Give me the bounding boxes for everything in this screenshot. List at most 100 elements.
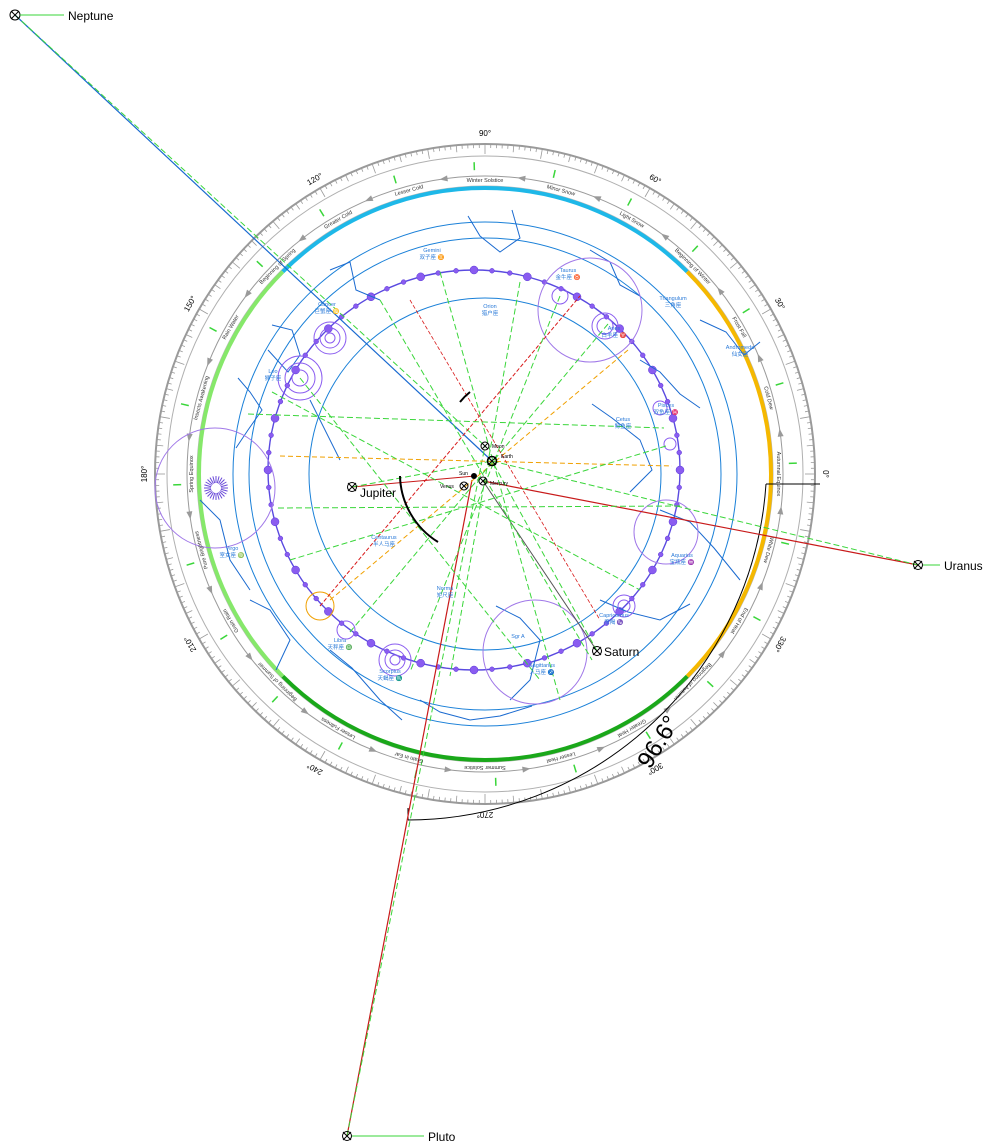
sun-marker-ring bbox=[305, 591, 335, 621]
constellation-name: Pisces bbox=[658, 403, 674, 409]
constellation-subname: 狮子座 bbox=[265, 374, 282, 382]
degree-ring-inner bbox=[166, 155, 804, 793]
constellation-subname: 鲸鱼座 bbox=[615, 422, 632, 430]
degree-label: 90° bbox=[479, 129, 491, 138]
nebula-rings bbox=[277, 287, 677, 677]
constellation-name: Triangulum bbox=[659, 296, 687, 302]
constellation-subname: 摩羯 ♑ bbox=[604, 618, 624, 626]
sun-label: Sun bbox=[459, 471, 468, 477]
constellation-subname: 人马座 ♐ bbox=[530, 668, 555, 676]
solar-term-label: Winter Solstice bbox=[467, 178, 504, 184]
measure-arc bbox=[407, 483, 767, 821]
constellation-subname: 仙女座 bbox=[732, 350, 749, 358]
planet-neptune[interactable]: Neptune bbox=[9, 9, 114, 23]
degree-label: 30° bbox=[773, 296, 787, 311]
constellation-subname: 双子座 ♊ bbox=[420, 253, 445, 261]
degree-label: 270° bbox=[477, 810, 494, 819]
pluto-icon bbox=[342, 1131, 352, 1141]
pluto-label: Pluto bbox=[428, 1130, 456, 1144]
constellation-lines bbox=[199, 209, 761, 721]
constellation-subname: 宝瓶座 ♒ bbox=[670, 558, 695, 566]
solar-term-label: Cold Dew bbox=[762, 386, 774, 411]
earth-icon bbox=[486, 455, 498, 467]
solar-term-label: Beginning of Autumn bbox=[672, 661, 712, 701]
mercury-icon bbox=[478, 476, 488, 486]
constellation-name: Virgo bbox=[226, 546, 239, 552]
degree-label: 210° bbox=[182, 635, 198, 654]
planet-moon[interactable]: Moon bbox=[480, 441, 505, 451]
guide-lines bbox=[14, 14, 919, 1137]
planet-uranus[interactable]: Uranus bbox=[913, 559, 983, 573]
planet-jupiter[interactable]: Jupiter bbox=[347, 482, 397, 501]
solar-term-label: Beginning of Spring bbox=[259, 248, 297, 286]
constellation-name: Leo bbox=[268, 369, 277, 375]
inner-angle-arc bbox=[399, 475, 439, 543]
autumn-arc bbox=[685, 270, 774, 678]
constellation-name: Orion bbox=[483, 304, 496, 310]
mercury-label: Mercury bbox=[490, 481, 509, 487]
degree-label: 330° bbox=[772, 635, 788, 654]
constellation-subname: 白羊座 ♈ bbox=[602, 331, 627, 339]
degree-label: 60° bbox=[648, 172, 663, 186]
constellation-subname: 双鱼座 ♓ bbox=[654, 408, 679, 416]
constellation-subname: 天蝎座 ♏ bbox=[378, 674, 403, 682]
degree-label: 0° bbox=[821, 470, 830, 478]
planet-sun[interactable]: Sun bbox=[459, 471, 477, 479]
venus-icon bbox=[459, 481, 469, 491]
constellation-subname: 猎户座 bbox=[482, 309, 499, 317]
degree-labels: 0°30°60°90°120°150°180°210°240°270°300°3… bbox=[140, 129, 830, 819]
orbit-ring-3 bbox=[308, 297, 662, 651]
constellation-name: Taurus bbox=[560, 268, 577, 274]
neptune-label: Neptune bbox=[68, 9, 114, 23]
planet-earth[interactable]: Earth bbox=[486, 454, 514, 467]
region-sgr-a bbox=[482, 599, 588, 705]
jupiter-icon bbox=[347, 482, 357, 492]
sun-icon bbox=[471, 473, 477, 479]
constellation-subname: 室女座 ♍ bbox=[220, 551, 245, 559]
constellation-subname: 天秤座 ♎ bbox=[328, 643, 353, 651]
constellation-name: Centaurus bbox=[371, 535, 397, 541]
orbit-ring-2 bbox=[248, 237, 722, 711]
orbit-ring-1 bbox=[232, 221, 738, 727]
degree-label: 120° bbox=[305, 171, 324, 187]
constellation-name: Scorpius bbox=[379, 669, 401, 675]
uranus-icon bbox=[913, 560, 923, 570]
degree-ticks bbox=[155, 144, 815, 804]
constellation-name: Aries bbox=[608, 326, 621, 332]
constellation-name: Libra bbox=[334, 638, 347, 644]
planet-saturn[interactable]: Saturn bbox=[592, 645, 640, 659]
constellation-subname: 矩尺座 bbox=[437, 591, 454, 599]
moon-label: Moon bbox=[492, 444, 505, 450]
constellation-name: Cetus bbox=[616, 417, 631, 423]
constellation-name: Cancer bbox=[318, 302, 336, 308]
jupiter-label: Jupiter bbox=[360, 486, 396, 500]
spring-arc bbox=[196, 270, 285, 678]
planet-pluto[interactable]: Pluto bbox=[342, 1130, 456, 1144]
solar-term-label: Autumnal Equinox bbox=[775, 452, 781, 497]
planet-venus[interactable]: Venus bbox=[440, 481, 469, 491]
constellation-name: Gemini bbox=[423, 248, 440, 254]
saturn-icon bbox=[592, 646, 602, 656]
moon-icon bbox=[480, 441, 490, 451]
constellation-name: Sgr A bbox=[511, 634, 525, 640]
saturn-label: Saturn bbox=[604, 645, 639, 659]
degree-label: 150° bbox=[182, 294, 198, 313]
solar-term-label: Summer Solstice bbox=[464, 764, 506, 770]
solar-term-label: Spring Equinox bbox=[189, 455, 195, 493]
constellation-name: Andromeda bbox=[726, 345, 755, 351]
constellation-subname: 半人马座 bbox=[373, 540, 396, 548]
planet-mercury[interactable]: Mercury bbox=[478, 476, 509, 487]
solar-term-label: Beginning of Winter bbox=[673, 248, 711, 286]
constellation-name: Norma bbox=[437, 586, 454, 592]
region-taurus bbox=[537, 257, 643, 363]
constellation-subname: 巨蟹座 ♋ bbox=[315, 307, 340, 315]
term-arrows bbox=[186, 175, 784, 773]
degree-label: 240° bbox=[305, 761, 324, 777]
degree-label: 180° bbox=[140, 466, 149, 483]
constellation-subname: 金牛座 ♉ bbox=[556, 273, 581, 281]
constellation-name: Sagittarius bbox=[529, 663, 555, 669]
earth-label: Earth bbox=[501, 454, 513, 460]
